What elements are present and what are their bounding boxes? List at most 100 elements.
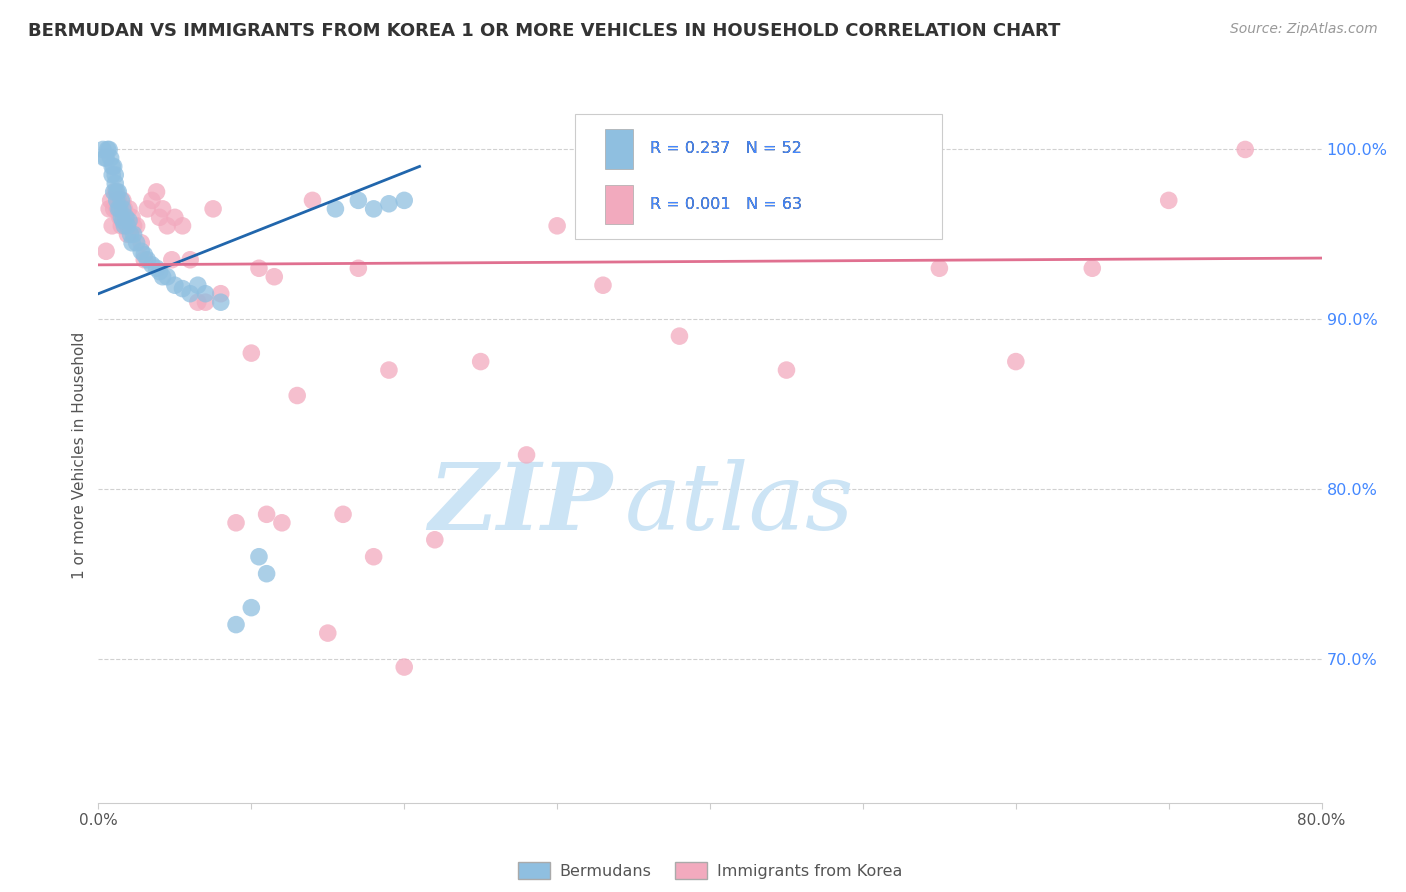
Point (134, 248, 156, 262)
Point (115, 211, 138, 225)
Point (108, 211, 131, 225)
Text: R = 0.001   N = 63: R = 0.001 N = 63 (650, 197, 801, 212)
Point (93, 151, 115, 165)
Point (117, 227, 139, 242)
Point (172, 282, 194, 296)
Point (270, 516, 292, 530)
Point (240, 346, 263, 360)
Point (194, 286, 217, 301)
Point (110, 219, 132, 233)
Point (101, 160, 124, 174)
Point (111, 213, 134, 227)
Point (105, 202, 128, 216)
Point (136, 252, 159, 267)
Y-axis label: 1 or more Vehicles in Household: 1 or more Vehicles in Household (72, 331, 87, 579)
Text: R = 0.237   N = 52: R = 0.237 N = 52 (650, 141, 801, 156)
Point (1004, 354, 1026, 368)
Point (122, 227, 145, 242)
Point (392, 660, 416, 674)
Point (325, 202, 347, 216)
Text: ZIP: ZIP (427, 458, 612, 549)
Point (98, 143, 121, 157)
Point (107, 185, 129, 199)
Point (378, 196, 401, 211)
Point (121, 235, 143, 250)
Point (546, 219, 568, 233)
Text: BERMUDAN VS IMMIGRANTS FROM KOREA 1 OR MORE VEHICLES IN HOUSEHOLD CORRELATION CH: BERMUDAN VS IMMIGRANTS FROM KOREA 1 OR M… (28, 22, 1060, 40)
Point (263, 269, 285, 284)
Point (107, 194, 129, 208)
Point (103, 160, 125, 174)
Point (225, 516, 247, 530)
Point (136, 202, 159, 216)
Point (104, 168, 127, 182)
Point (730, 211, 752, 225)
Point (111, 194, 134, 208)
Point (202, 202, 225, 216)
Point (125, 219, 148, 233)
Point (91, 143, 114, 157)
Point (256, 566, 278, 581)
Point (122, 219, 145, 233)
Point (115, 219, 138, 233)
Text: atlas: atlas (624, 458, 853, 549)
Point (134, 252, 156, 267)
Point (101, 168, 124, 182)
Point (1157, 194, 1180, 208)
FancyBboxPatch shape (605, 129, 633, 169)
Point (129, 235, 152, 250)
Point (187, 278, 209, 293)
Legend: Bermudans, Immigrants from Korea: Bermudans, Immigrants from Korea (512, 856, 908, 885)
Point (107, 202, 129, 216)
Point (225, 617, 247, 632)
Point (112, 219, 135, 233)
Point (470, 354, 492, 368)
Point (852, 211, 875, 225)
Point (592, 278, 614, 293)
Point (149, 211, 172, 225)
Point (152, 269, 174, 284)
Point (163, 211, 186, 225)
Point (637, 194, 661, 208)
Point (120, 227, 142, 242)
Point (145, 261, 167, 276)
Point (179, 252, 201, 267)
Point (256, 508, 278, 522)
Point (110, 211, 132, 225)
Point (149, 265, 172, 279)
Point (104, 185, 127, 199)
Point (94, 244, 117, 259)
Point (179, 286, 201, 301)
Point (100, 194, 122, 208)
Point (172, 219, 194, 233)
Point (110, 194, 132, 208)
Point (423, 533, 446, 547)
Point (105, 194, 128, 208)
Point (97, 143, 120, 157)
Point (98, 202, 121, 216)
Point (94, 151, 117, 165)
Point (112, 202, 135, 216)
Point (108, 202, 131, 216)
Point (378, 363, 401, 377)
Text: R = 0.001   N = 63: R = 0.001 N = 63 (650, 197, 801, 212)
Point (117, 219, 139, 233)
Point (118, 202, 141, 216)
Point (363, 549, 385, 564)
Point (363, 202, 385, 216)
Point (163, 278, 186, 293)
Point (111, 202, 134, 216)
Point (516, 448, 538, 462)
FancyBboxPatch shape (575, 114, 942, 239)
Point (156, 219, 179, 233)
Point (775, 363, 797, 377)
Point (301, 194, 323, 208)
Point (152, 202, 174, 216)
Point (160, 252, 183, 267)
Point (928, 261, 950, 276)
Point (141, 258, 163, 272)
Point (1234, 143, 1257, 157)
Text: R = 0.237   N = 52: R = 0.237 N = 52 (650, 141, 801, 156)
Point (187, 295, 209, 310)
Point (103, 202, 125, 216)
